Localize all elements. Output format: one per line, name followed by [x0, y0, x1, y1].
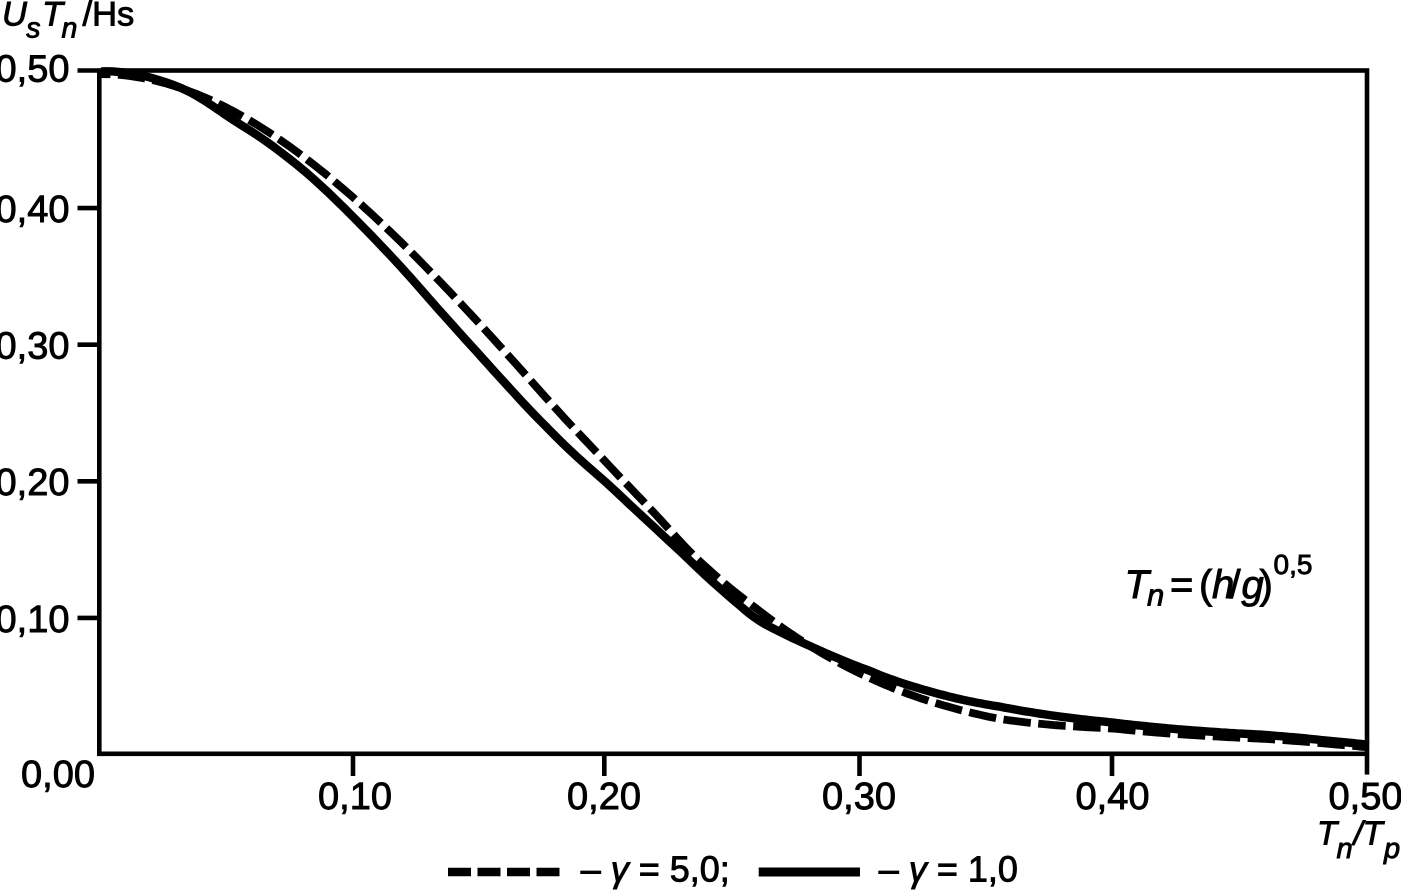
- svg-text:0,30: 0,30: [822, 776, 896, 818]
- svg-text:U: U: [2, 0, 28, 34]
- svg-text:0,00: 0,00: [21, 754, 95, 796]
- svg-text:p: p: [1383, 833, 1400, 865]
- svg-text:0,10: 0,10: [318, 776, 392, 818]
- svg-text:n: n: [1337, 833, 1353, 865]
- svg-text:/T: /T: [1352, 815, 1386, 852]
- svg-text:n: n: [62, 13, 78, 45]
- svg-text:): ): [1260, 563, 1273, 607]
- svg-text:0,20: 0,20: [567, 776, 641, 818]
- svg-text:0,10: 0,10: [0, 599, 70, 641]
- svg-text:0,40: 0,40: [1076, 776, 1150, 818]
- svg-text:(: (: [1199, 563, 1213, 607]
- svg-text:0,50: 0,50: [0, 49, 70, 91]
- svg-text:0,20: 0,20: [0, 462, 70, 504]
- svg-text:– γ = 5,0;: – γ = 5,0;: [581, 849, 730, 890]
- svg-text:/Hs: /Hs: [83, 0, 135, 34]
- svg-text:T: T: [1317, 815, 1340, 852]
- svg-text:/: /: [1230, 563, 1242, 607]
- svg-text:n: n: [1147, 578, 1164, 613]
- svg-text:s: s: [26, 13, 40, 45]
- svg-text:h: h: [1212, 563, 1234, 607]
- svg-text:0,30: 0,30: [0, 326, 70, 368]
- svg-text:0,5: 0,5: [1274, 549, 1313, 580]
- svg-text:– γ = 1,0: – γ = 1,0: [879, 849, 1018, 890]
- svg-text:=: =: [1170, 563, 1193, 607]
- svg-text:T: T: [42, 0, 66, 34]
- svg-text:0,50: 0,50: [1329, 776, 1401, 818]
- svg-text:g: g: [1242, 563, 1264, 607]
- svg-text:0,40: 0,40: [0, 189, 70, 231]
- svg-text:T: T: [1125, 563, 1152, 607]
